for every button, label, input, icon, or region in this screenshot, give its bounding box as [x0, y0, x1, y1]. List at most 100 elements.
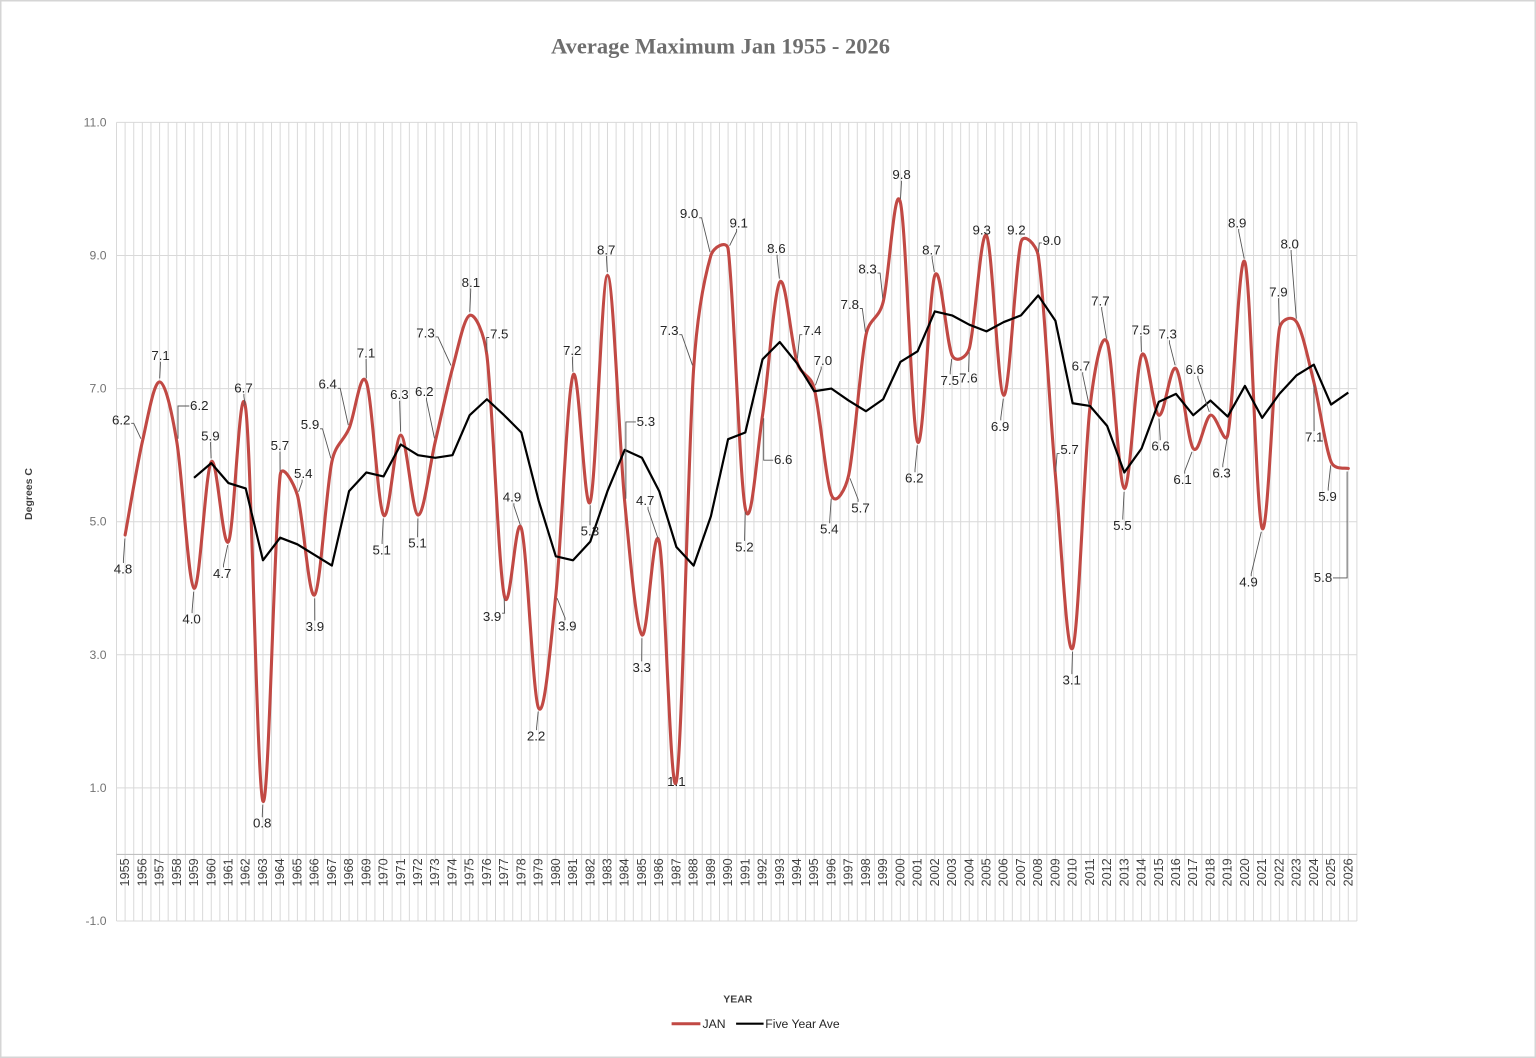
svg-text:1955: 1955: [118, 858, 132, 886]
svg-text:2026: 2026: [1341, 858, 1355, 886]
svg-text:1974: 1974: [445, 858, 459, 886]
svg-text:2022: 2022: [1272, 858, 1286, 886]
svg-text:6.3: 6.3: [1212, 466, 1231, 481]
svg-text:5.2: 5.2: [735, 539, 754, 554]
svg-text:7.4: 7.4: [803, 323, 822, 338]
svg-text:2008: 2008: [1031, 858, 1045, 886]
svg-text:9.0: 9.0: [90, 249, 107, 263]
svg-text:7.3: 7.3: [660, 323, 679, 338]
svg-text:1996: 1996: [825, 858, 839, 886]
svg-text:1957: 1957: [153, 858, 167, 886]
svg-text:1959: 1959: [187, 858, 201, 886]
svg-text:1994: 1994: [790, 858, 804, 886]
svg-text:2012: 2012: [1100, 858, 1114, 886]
svg-text:1963: 1963: [256, 858, 270, 886]
svg-text:6.6: 6.6: [1185, 362, 1204, 377]
svg-text:2025: 2025: [1324, 858, 1338, 886]
svg-text:8.7: 8.7: [597, 242, 616, 257]
svg-text:2015: 2015: [1152, 858, 1166, 886]
svg-text:7.0: 7.0: [814, 353, 833, 368]
svg-text:1964: 1964: [273, 858, 287, 886]
svg-text:YEAR: YEAR: [723, 993, 753, 1005]
svg-text:1993: 1993: [773, 858, 787, 886]
svg-text:7.1: 7.1: [1305, 430, 1324, 445]
svg-text:2014: 2014: [1135, 858, 1149, 886]
svg-text:5.7: 5.7: [271, 438, 290, 453]
svg-text:4.9: 4.9: [503, 490, 522, 505]
svg-text:2018: 2018: [1204, 858, 1218, 886]
svg-text:1989: 1989: [704, 858, 718, 886]
svg-text:1981: 1981: [566, 858, 580, 886]
svg-text:1958: 1958: [170, 858, 184, 886]
svg-text:1.1: 1.1: [667, 774, 686, 789]
svg-text:7.9: 7.9: [1269, 285, 1288, 300]
svg-text:0.8: 0.8: [253, 816, 272, 831]
svg-text:5.3: 5.3: [637, 414, 656, 429]
svg-text:1982: 1982: [583, 858, 597, 886]
svg-text:7.2: 7.2: [563, 343, 582, 358]
svg-text:6.2: 6.2: [190, 398, 209, 413]
svg-text:9.1: 9.1: [729, 215, 748, 230]
svg-text:1961: 1961: [222, 858, 236, 886]
svg-text:3.3: 3.3: [632, 660, 651, 675]
svg-text:1962: 1962: [239, 858, 253, 886]
svg-text:1980: 1980: [549, 858, 563, 886]
svg-text:4.7: 4.7: [636, 493, 655, 508]
svg-text:7.1: 7.1: [357, 345, 376, 360]
svg-text:1986: 1986: [652, 858, 666, 886]
svg-text:1997: 1997: [842, 858, 856, 886]
svg-text:1979: 1979: [532, 858, 546, 886]
svg-text:Degrees C: Degrees C: [23, 468, 35, 520]
svg-text:7.7: 7.7: [1091, 293, 1110, 308]
svg-text:6.7: 6.7: [234, 380, 253, 395]
svg-text:4.8: 4.8: [114, 561, 133, 576]
svg-text:1984: 1984: [618, 858, 632, 886]
svg-text:Average Maximum Jan 1955 - 202: Average Maximum Jan 1955 - 2026: [551, 34, 890, 59]
svg-text:7.3: 7.3: [1158, 327, 1177, 342]
svg-text:1992: 1992: [756, 858, 770, 886]
svg-text:7.1: 7.1: [151, 348, 170, 363]
svg-text:JAN: JAN: [703, 1017, 726, 1031]
svg-text:1985: 1985: [635, 858, 649, 886]
svg-text:2010: 2010: [1066, 858, 1080, 886]
svg-text:2011: 2011: [1083, 858, 1097, 885]
svg-text:5.4: 5.4: [820, 522, 839, 537]
svg-text:2021: 2021: [1255, 858, 1269, 886]
svg-text:3.9: 3.9: [558, 619, 577, 634]
svg-text:-1.0: -1.0: [85, 914, 106, 928]
svg-text:5.9: 5.9: [201, 428, 220, 443]
svg-text:2019: 2019: [1221, 858, 1235, 886]
svg-text:8.0: 8.0: [1280, 236, 1299, 251]
svg-text:1966: 1966: [308, 858, 322, 886]
svg-text:4.9: 4.9: [1239, 575, 1258, 590]
svg-text:6.9: 6.9: [991, 419, 1010, 434]
svg-text:4.0: 4.0: [182, 612, 201, 627]
svg-text:6.7: 6.7: [1072, 359, 1091, 374]
svg-text:6.2: 6.2: [112, 412, 131, 427]
svg-text:5.3: 5.3: [581, 524, 600, 539]
svg-text:9.0: 9.0: [680, 206, 699, 221]
svg-text:2003: 2003: [945, 858, 959, 886]
svg-text:5.9: 5.9: [301, 417, 320, 432]
svg-text:9.0: 9.0: [1043, 233, 1062, 248]
svg-text:2020: 2020: [1238, 858, 1252, 886]
svg-text:1973: 1973: [428, 858, 442, 886]
svg-text:1987: 1987: [669, 858, 683, 886]
svg-text:1999: 1999: [876, 858, 890, 886]
svg-text:1998: 1998: [859, 858, 873, 886]
svg-text:8.1: 8.1: [462, 275, 481, 290]
svg-text:1995: 1995: [807, 858, 821, 886]
svg-text:1970: 1970: [377, 858, 391, 886]
svg-text:2001: 2001: [911, 858, 925, 886]
svg-text:6.4: 6.4: [318, 377, 337, 392]
svg-text:2.2: 2.2: [527, 729, 546, 744]
svg-text:2004: 2004: [962, 858, 976, 886]
svg-text:5.1: 5.1: [372, 542, 391, 557]
svg-text:7.5: 7.5: [1132, 322, 1151, 337]
svg-text:6.2: 6.2: [905, 471, 924, 486]
svg-text:1977: 1977: [497, 858, 511, 886]
svg-text:8.7: 8.7: [922, 242, 941, 257]
svg-text:Five Year Ave: Five Year Ave: [765, 1017, 840, 1031]
svg-text:2024: 2024: [1307, 858, 1321, 886]
svg-text:1978: 1978: [514, 858, 528, 886]
